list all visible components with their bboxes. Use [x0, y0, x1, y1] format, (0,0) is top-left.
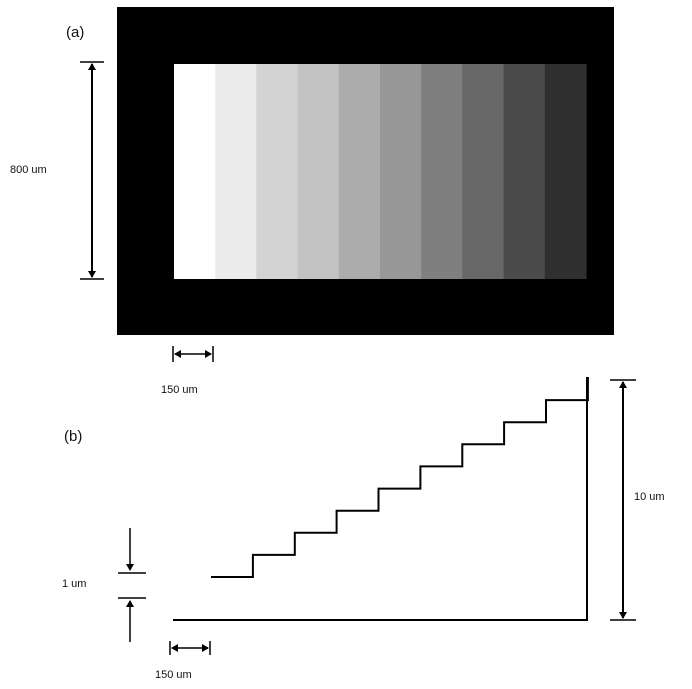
- gradient-step-9: [503, 64, 546, 279]
- panel-b-total-height-dimension: [610, 379, 636, 621]
- panel-b-label: (b): [64, 428, 83, 445]
- panel-a-height-label: 800 um: [10, 164, 47, 176]
- panel-b-total-height-label: 10 um: [634, 491, 665, 503]
- gradient-step-8: [462, 64, 505, 279]
- panel-a-label: (a): [66, 24, 85, 41]
- gradient-step-6: [380, 64, 422, 279]
- gradient-step-5: [338, 64, 381, 279]
- panel-a-height-dimension: [80, 61, 104, 280]
- gradient-step-2: [215, 64, 257, 279]
- panel-b-step-width-dimension: [169, 641, 211, 655]
- panel-b-step-width-label: 150 um: [155, 669, 192, 681]
- panel-a-step-width-dimension: [172, 346, 214, 362]
- panel-b-step-height-label: 1 um: [62, 578, 87, 590]
- gradient-step-1: [174, 64, 216, 279]
- panel-a-step-width-label: 150 um: [161, 384, 198, 396]
- gradient-step-10: [544, 64, 587, 279]
- panel-a-gradient-steps: [174, 64, 587, 279]
- panel-b-step-height-dimension: [118, 528, 146, 642]
- gradient-step-3: [256, 64, 299, 279]
- gradient-step-4: [297, 64, 340, 279]
- panel-b-staircase-profile: [173, 377, 589, 621]
- gradient-step-7: [421, 64, 463, 279]
